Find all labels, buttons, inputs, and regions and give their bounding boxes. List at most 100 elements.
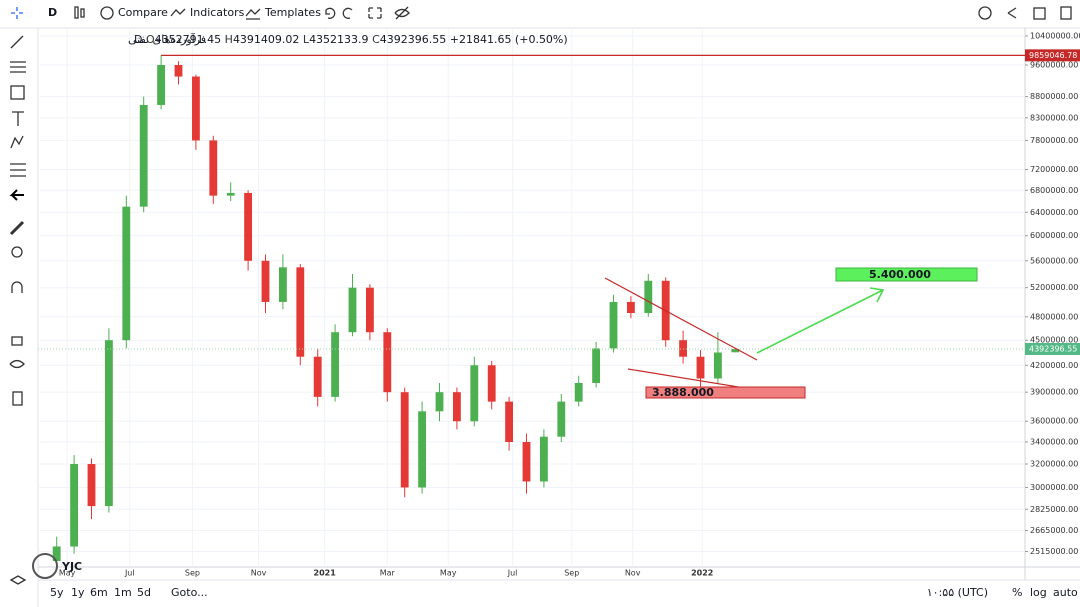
y-tick-label: 6000000.00: [1030, 231, 1078, 240]
templates-button[interactable]: Templates: [264, 6, 321, 19]
range-button[interactable]: 1m: [114, 586, 132, 599]
candle-body: [174, 65, 183, 77]
y-tick-label: 7200000.00: [1030, 165, 1078, 174]
range-button[interactable]: 5d: [137, 586, 151, 599]
y-tick-label: 9600000.00: [1030, 61, 1078, 70]
shape-tool[interactable]: [10, 85, 25, 100]
candles: 9859046.78 4392396.55: [38, 49, 1080, 569]
lock-tool[interactable]: [11, 336, 23, 346]
candle-body: [365, 287, 374, 333]
last-price-label: 4392396.55: [1029, 344, 1077, 353]
measure-tool[interactable]: [9, 220, 25, 236]
log-button[interactable]: log: [1030, 586, 1047, 599]
candle-body: [626, 301, 635, 313]
candle-body: [505, 401, 514, 443]
indicators-button[interactable]: Indicators: [190, 6, 245, 19]
layers-button[interactable]: [9, 575, 27, 585]
range-button[interactable]: 6m: [90, 586, 108, 599]
delete-tool[interactable]: [12, 391, 23, 406]
y-tick-label: 8300000.00: [1030, 113, 1078, 122]
fib-tool[interactable]: [10, 61, 26, 73]
candle-body: [487, 365, 496, 402]
y-tick-label: 5200000.00: [1030, 283, 1078, 292]
x-tick-label: Jul: [124, 569, 135, 578]
candle-body: [122, 206, 131, 341]
candle-body: [331, 332, 340, 397]
y-tick-label: 4500000.00: [1030, 336, 1078, 345]
y-tick-label: 6800000.00: [1030, 186, 1078, 195]
candle-body: [139, 104, 148, 207]
y-tick-label: 3200000.00: [1030, 460, 1078, 469]
watermark: YJC: [61, 560, 82, 573]
x-tick-label: Nov: [251, 569, 267, 578]
pattern-tool[interactable]: [10, 135, 24, 149]
crosshair-tool[interactable]: [11, 7, 23, 19]
y-tick-label: 2825000.00: [1030, 505, 1078, 514]
change-value: +21841.65 (+0.50%): [450, 33, 568, 46]
x-tick-label: Jul: [507, 569, 518, 578]
goto-button[interactable]: Goto...: [171, 586, 208, 599]
candle-body: [313, 356, 322, 397]
publish-button[interactable]: [1060, 6, 1072, 20]
magnet-tool[interactable]: [11, 281, 23, 293]
redo-button[interactable]: [342, 7, 353, 19]
y-tick-label: 10400000.00: [1030, 31, 1080, 40]
level-label: 9859046.78: [1029, 51, 1077, 60]
level-label-bg: [1025, 49, 1080, 62]
target-label: 5.400.000: [869, 268, 931, 281]
watermark-logo: [32, 553, 58, 579]
arrow-head: [869, 287, 885, 303]
icon: [80, 8, 85, 18]
share-button[interactable]: [1007, 7, 1017, 19]
settings-button[interactable]: [978, 6, 992, 20]
prediction-tool[interactable]: [10, 163, 26, 177]
undo-button[interactable]: [325, 7, 336, 19]
candle-body: [52, 546, 61, 562]
percent-button[interactable]: %: [1012, 586, 1022, 599]
trendline-tool[interactable]: [10, 35, 24, 49]
candle-body: [609, 301, 618, 349]
auto-button[interactable]: auto: [1053, 586, 1078, 599]
candle-body: [209, 140, 218, 196]
range-button[interactable]: 5y: [50, 586, 64, 599]
zoom-tool[interactable]: [11, 246, 23, 258]
ohlc-letter: C: [372, 33, 380, 46]
hide-button[interactable]: [394, 6, 410, 20]
text-tool[interactable]: [12, 111, 24, 126]
interval-button[interactable]: D: [48, 6, 57, 19]
ohlc-letter: O: [146, 33, 155, 46]
y-tick-label: 5600000.00: [1030, 256, 1078, 265]
compare-button[interactable]: Compare: [118, 6, 168, 19]
snapshot-button[interactable]: [1033, 7, 1046, 20]
candle-body: [452, 392, 461, 422]
candle-body: [348, 287, 357, 333]
x-tick-label: Sep: [564, 569, 579, 578]
back-tool[interactable]: [9, 189, 24, 201]
last-price-bg: [1025, 342, 1080, 355]
candle-body: [522, 442, 531, 482]
candle-body: [557, 401, 566, 437]
grid: 10400000.00 9600000.00 8800000.00 8300000.0…: [38, 28, 1080, 578]
candle-body: [679, 340, 688, 357]
y-tick-label: 4800000.00: [1030, 312, 1078, 321]
x-tick-label: May: [59, 569, 76, 578]
y-tick-label: 3400000.00: [1030, 438, 1078, 447]
candle-body: [278, 267, 287, 302]
fullscreen-button[interactable]: [368, 7, 382, 19]
candle-body: [244, 192, 253, 261]
visibility-tool[interactable]: [9, 359, 25, 369]
candle-body: [644, 280, 653, 313]
ohlc-legend: O4352791.45 H4391409.02 L4352133.9 C4392…: [146, 33, 568, 46]
candle-body: [592, 348, 601, 383]
candle-body: [713, 352, 722, 379]
compare-icon[interactable]: [100, 6, 114, 20]
indicators-icon[interactable]: [170, 8, 186, 17]
range-button[interactable]: 1y: [71, 586, 85, 599]
templates-icon[interactable]: [245, 8, 261, 20]
candle-body: [539, 436, 548, 482]
x-tick-label: Nov: [625, 569, 641, 578]
chart-style-button[interactable]: [74, 6, 85, 19]
